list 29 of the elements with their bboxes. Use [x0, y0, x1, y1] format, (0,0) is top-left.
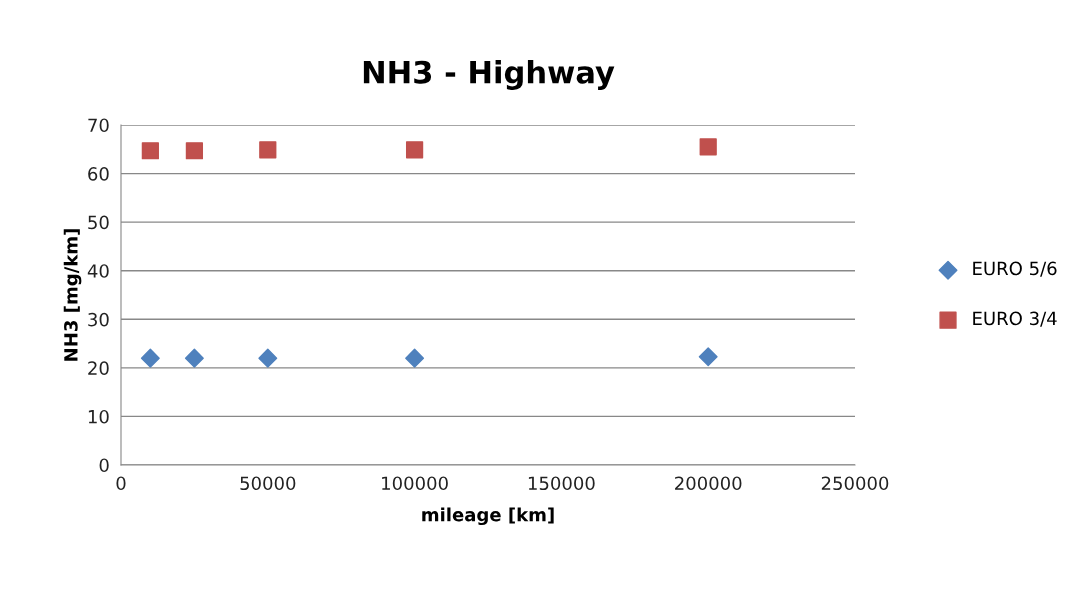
point [405, 348, 425, 368]
y-tick-label: 20 [88, 361, 109, 375]
point [259, 141, 277, 159]
x-tick-label: 0 [116, 476, 126, 491]
y-tick-label: 40 [87, 264, 109, 278]
y-tick-label: 70 [88, 118, 109, 133]
point [258, 348, 278, 368]
point [698, 347, 718, 367]
x-axis-title: mileage [km] [422, 507, 554, 526]
y-tick-label: 0 [99, 458, 109, 473]
point [405, 141, 424, 159]
chart-title: NH3 - Highway [363, 60, 615, 90]
x-tick-label: 50000 [240, 476, 296, 491]
x-tick-label: 100000 [382, 476, 448, 491]
x-tick-label: 150000 [528, 476, 595, 491]
point [141, 142, 159, 160]
legend-label: EURO 5/6 [973, 261, 1057, 277]
point [140, 348, 160, 368]
y-tick-label: 60 [88, 167, 109, 181]
legend-label: EURO 3/4 [973, 311, 1057, 327]
x-tick-label: 200000 [675, 476, 742, 491]
point [699, 138, 717, 156]
y-tick-label: 10 [88, 409, 109, 424]
x-tick-label: 250000 [821, 476, 889, 491]
point [184, 348, 204, 368]
y-tick-label: 50 [88, 215, 109, 230]
y-tick-label: 30 [88, 312, 109, 327]
y-axis-title: NH3 [mg/km] [63, 229, 82, 361]
point [185, 142, 204, 160]
